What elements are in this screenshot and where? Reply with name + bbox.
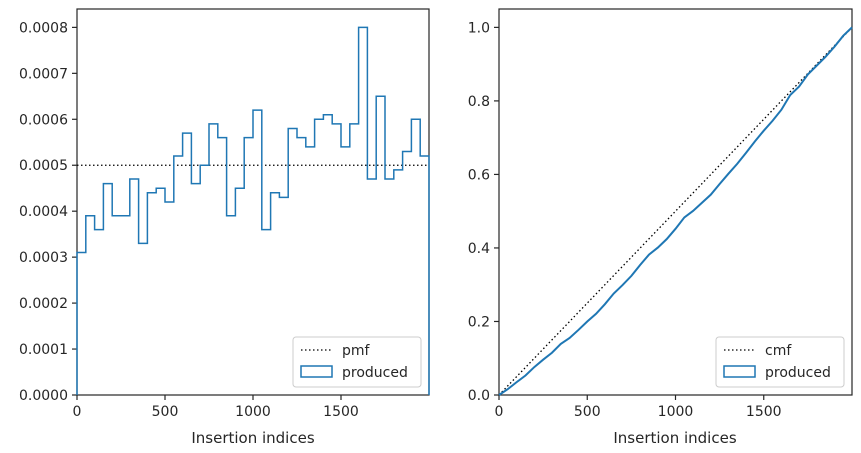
plot-area-frame xyxy=(76,8,430,396)
x-axis-label: Insertion indices xyxy=(613,429,736,447)
x-tick-label: 0 xyxy=(73,404,82,420)
produced-histogram-steps xyxy=(76,26,430,395)
y-tick-label: 0.6 xyxy=(468,167,490,183)
legend-pmf-label: pmf xyxy=(342,343,371,359)
y-tick-label: 0.2 xyxy=(468,314,490,330)
x-axis-ticks: 0 500 1000 1500 xyxy=(495,395,782,420)
y-tick-label: 0.0000 xyxy=(19,388,68,404)
x-tick-label: 0 xyxy=(495,404,504,420)
y-tick-label: 1.0 xyxy=(468,20,490,36)
x-tick-label: 500 xyxy=(574,404,601,420)
y-axis-ticks: 0.0 0.2 0.4 0.6 0.8 1.0 xyxy=(468,20,499,404)
legend-produced-label: produced xyxy=(342,365,408,381)
produced-cumulative-line xyxy=(498,26,853,396)
y-tick-label: 0.0004 xyxy=(19,204,68,220)
legend-produced-swatch xyxy=(300,365,333,378)
plot-area-frame xyxy=(498,8,853,396)
pmf-histogram-panel: 0.0000 0.0001 0.0002 0.0003 0.0004 0.0005 0.00… xyxy=(19,8,430,447)
y-tick-label: 0.4 xyxy=(468,241,490,257)
y-tick-label: 0.0008 xyxy=(19,20,68,36)
x-tick-label: 1000 xyxy=(235,404,271,420)
cmf-reference-line xyxy=(498,26,853,396)
x-tick-label: 1000 xyxy=(658,404,694,420)
y-tick-label: 0.0005 xyxy=(19,158,68,174)
x-tick-label: 500 xyxy=(152,404,179,420)
cmf-line-panel: 0.0 0.2 0.4 0.6 0.8 1.0 0 500 1000 1500 Insertio… xyxy=(468,8,853,447)
x-tick-label: 1500 xyxy=(746,404,782,420)
x-axis-ticks: 0 500 1000 1500 xyxy=(73,395,359,420)
x-axis-label: Insertion indices xyxy=(191,429,314,447)
y-tick-label: 0.0007 xyxy=(19,66,68,82)
legend-produced-swatch xyxy=(723,365,756,378)
y-tick-label: 0.0001 xyxy=(19,342,68,358)
legend-cmf-label: cmf xyxy=(765,343,792,359)
y-tick-label: 0.0002 xyxy=(19,296,68,312)
y-tick-label: 0.8 xyxy=(468,94,490,110)
y-axis-ticks: 0.0000 0.0001 0.0002 0.0003 0.0004 0.0005 0.00… xyxy=(19,20,77,404)
legend: pmf produced xyxy=(292,336,422,388)
legend-produced-label: produced xyxy=(765,365,831,381)
y-tick-label: 0.0006 xyxy=(19,112,68,128)
legend: cmf produced xyxy=(715,336,845,388)
y-tick-label: 0.0 xyxy=(468,388,490,404)
y-tick-label: 0.0003 xyxy=(19,250,68,266)
x-tick-label: 1500 xyxy=(323,404,359,420)
